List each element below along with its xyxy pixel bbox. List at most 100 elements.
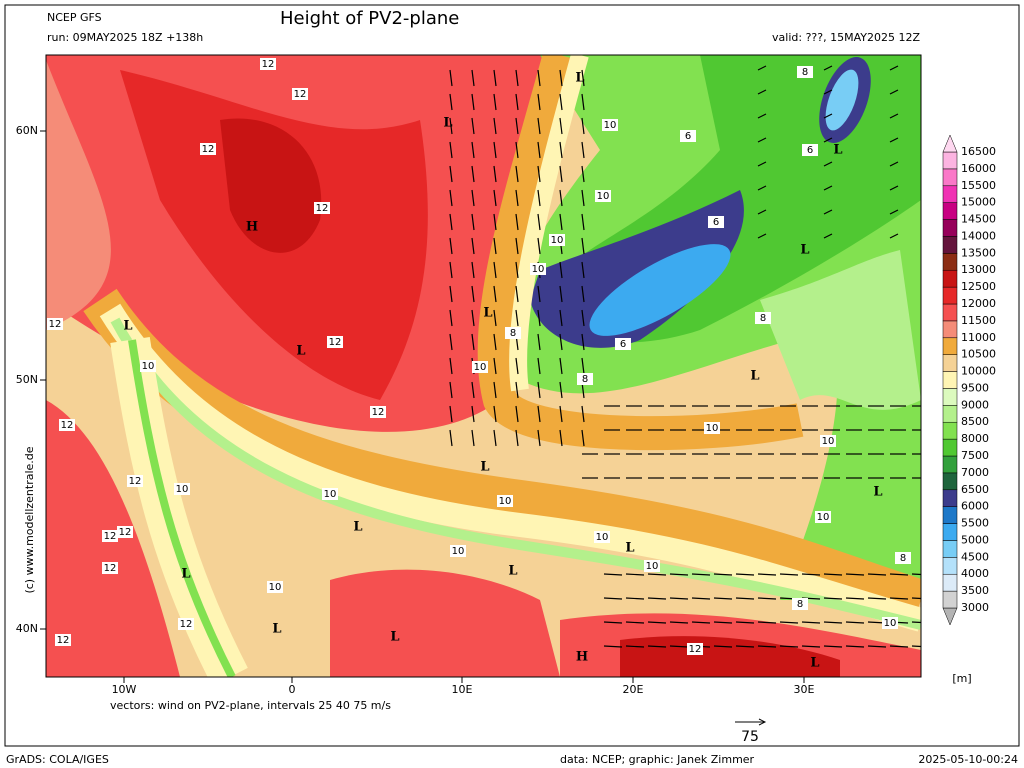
- wind-arrow: [515, 261, 519, 279]
- copyright: (c) www.modellzentrale.de: [23, 446, 36, 593]
- wind-arrow: [537, 93, 541, 111]
- contour-label: 6: [807, 145, 813, 156]
- wind-arrow: [801, 645, 821, 648]
- wind-arrow: [581, 213, 585, 231]
- wind-arrow: [515, 285, 519, 303]
- wind-arrow: [889, 233, 899, 239]
- wind-arrow: [581, 189, 585, 207]
- wind-arrow: [625, 597, 645, 600]
- contour-label-box: [314, 202, 330, 214]
- pressure-center: L: [810, 656, 819, 671]
- lon-label: 0: [289, 683, 296, 696]
- wind-arrow: [889, 185, 899, 191]
- wind-arrow: [537, 309, 541, 327]
- wind-arrow: [845, 597, 865, 600]
- wind-arrow: [559, 261, 563, 279]
- wind-arrow: [669, 573, 689, 576]
- contour-label-box: [615, 338, 631, 350]
- wind-arrow: [471, 213, 475, 231]
- contour-label: 6: [685, 131, 691, 142]
- wind-arrow: [559, 117, 563, 135]
- contour-label-box: [450, 545, 466, 557]
- contour-label-box: [178, 618, 194, 630]
- contour-label-box: [577, 373, 593, 385]
- wind-arrow: [757, 573, 777, 576]
- wind-arrow: [471, 117, 475, 135]
- contour-label-box: [102, 562, 118, 574]
- contour-label-box: [174, 483, 190, 495]
- contour-label-box: [472, 361, 488, 373]
- wind-arrow: [449, 381, 453, 399]
- wind-arrow: [581, 141, 585, 159]
- contour-label: 12: [104, 531, 117, 542]
- wind-arrow: [493, 213, 497, 231]
- colorbar-box: [942, 421, 958, 440]
- contour-label-box: [497, 495, 513, 507]
- wind-arrow: [471, 333, 475, 351]
- ref-arrow-head: [758, 718, 767, 726]
- colorbar-box: [942, 303, 958, 322]
- title: Height of PV2-plane: [280, 8, 459, 29]
- wind-arrow: [757, 89, 767, 95]
- colorbar: 3000 3500 4000 4500 5000 5500 6000 6500 7000 7500…: [942, 134, 996, 626]
- pressure-center: L: [625, 541, 634, 556]
- contour-label: 12: [119, 527, 132, 538]
- wind-arrow: [559, 189, 563, 207]
- wind-arrow: [757, 113, 767, 119]
- colorbar-box: [942, 506, 958, 524]
- colorbar-label: 4000: [961, 567, 989, 580]
- wind-arrow: [911, 621, 921, 624]
- colorbar-box: [942, 590, 958, 609]
- pressure-center: L: [833, 143, 842, 158]
- contour-label-box: [292, 88, 308, 100]
- contour-label: 8: [582, 374, 588, 385]
- wind-arrow: [713, 597, 733, 600]
- contour-label: 12: [57, 635, 70, 646]
- colorbar-box: [942, 388, 958, 406]
- wind-arrow: [647, 597, 667, 600]
- contour-label-box: [59, 419, 75, 431]
- wind-arrow: [515, 213, 519, 231]
- contour-label: 12: [372, 407, 385, 418]
- wind-arrow: [493, 357, 497, 375]
- contour-label: 10: [817, 512, 830, 523]
- wind-arrow: [757, 185, 767, 191]
- wind-arrow: [889, 573, 909, 576]
- colorbar-box: [942, 253, 958, 271]
- pressure-center: L: [390, 630, 399, 645]
- wind-arrow: [493, 117, 497, 135]
- wind-arrow: [889, 89, 899, 95]
- colorbar-label: 12500: [961, 280, 996, 293]
- wind-arrow: [537, 165, 541, 183]
- model: NCEP GFS: [47, 11, 102, 24]
- wind-arrow: [757, 65, 767, 71]
- wind-arrow: [471, 93, 475, 111]
- contour-label-box: [895, 552, 911, 564]
- contour-label: 12: [329, 337, 342, 348]
- lat-label: 40N: [16, 622, 38, 635]
- pressure-center: L: [296, 344, 305, 359]
- wind-arrow: [471, 69, 475, 87]
- pressure-center: L: [750, 369, 759, 384]
- wind-arrow: [449, 213, 453, 231]
- wind-arrow: [581, 309, 585, 327]
- contour-label-box: [127, 475, 143, 487]
- wind-arrow: [515, 189, 519, 207]
- colorbar-label: 14000: [961, 229, 996, 242]
- colorbar-label: 5000: [961, 533, 989, 546]
- run: run: 09MAY2025 18Z +138h: [47, 31, 203, 44]
- wind-arrow: [757, 233, 767, 239]
- contour-label-box: [140, 360, 156, 372]
- wind-arrow: [581, 405, 585, 423]
- colorbar-box: [942, 438, 958, 457]
- colorbar-box: [942, 472, 958, 491]
- wind-arrow: [449, 117, 453, 135]
- colorbar-box: [942, 337, 958, 355]
- colorbar-label: 12000: [961, 297, 996, 310]
- wind-arrow: [559, 357, 563, 375]
- wind-arrow: [757, 209, 767, 215]
- contour-label-box: [55, 634, 71, 646]
- wind-arrow: [889, 597, 909, 600]
- wind-arrow: [471, 429, 475, 447]
- wind-vectors: [449, 65, 921, 648]
